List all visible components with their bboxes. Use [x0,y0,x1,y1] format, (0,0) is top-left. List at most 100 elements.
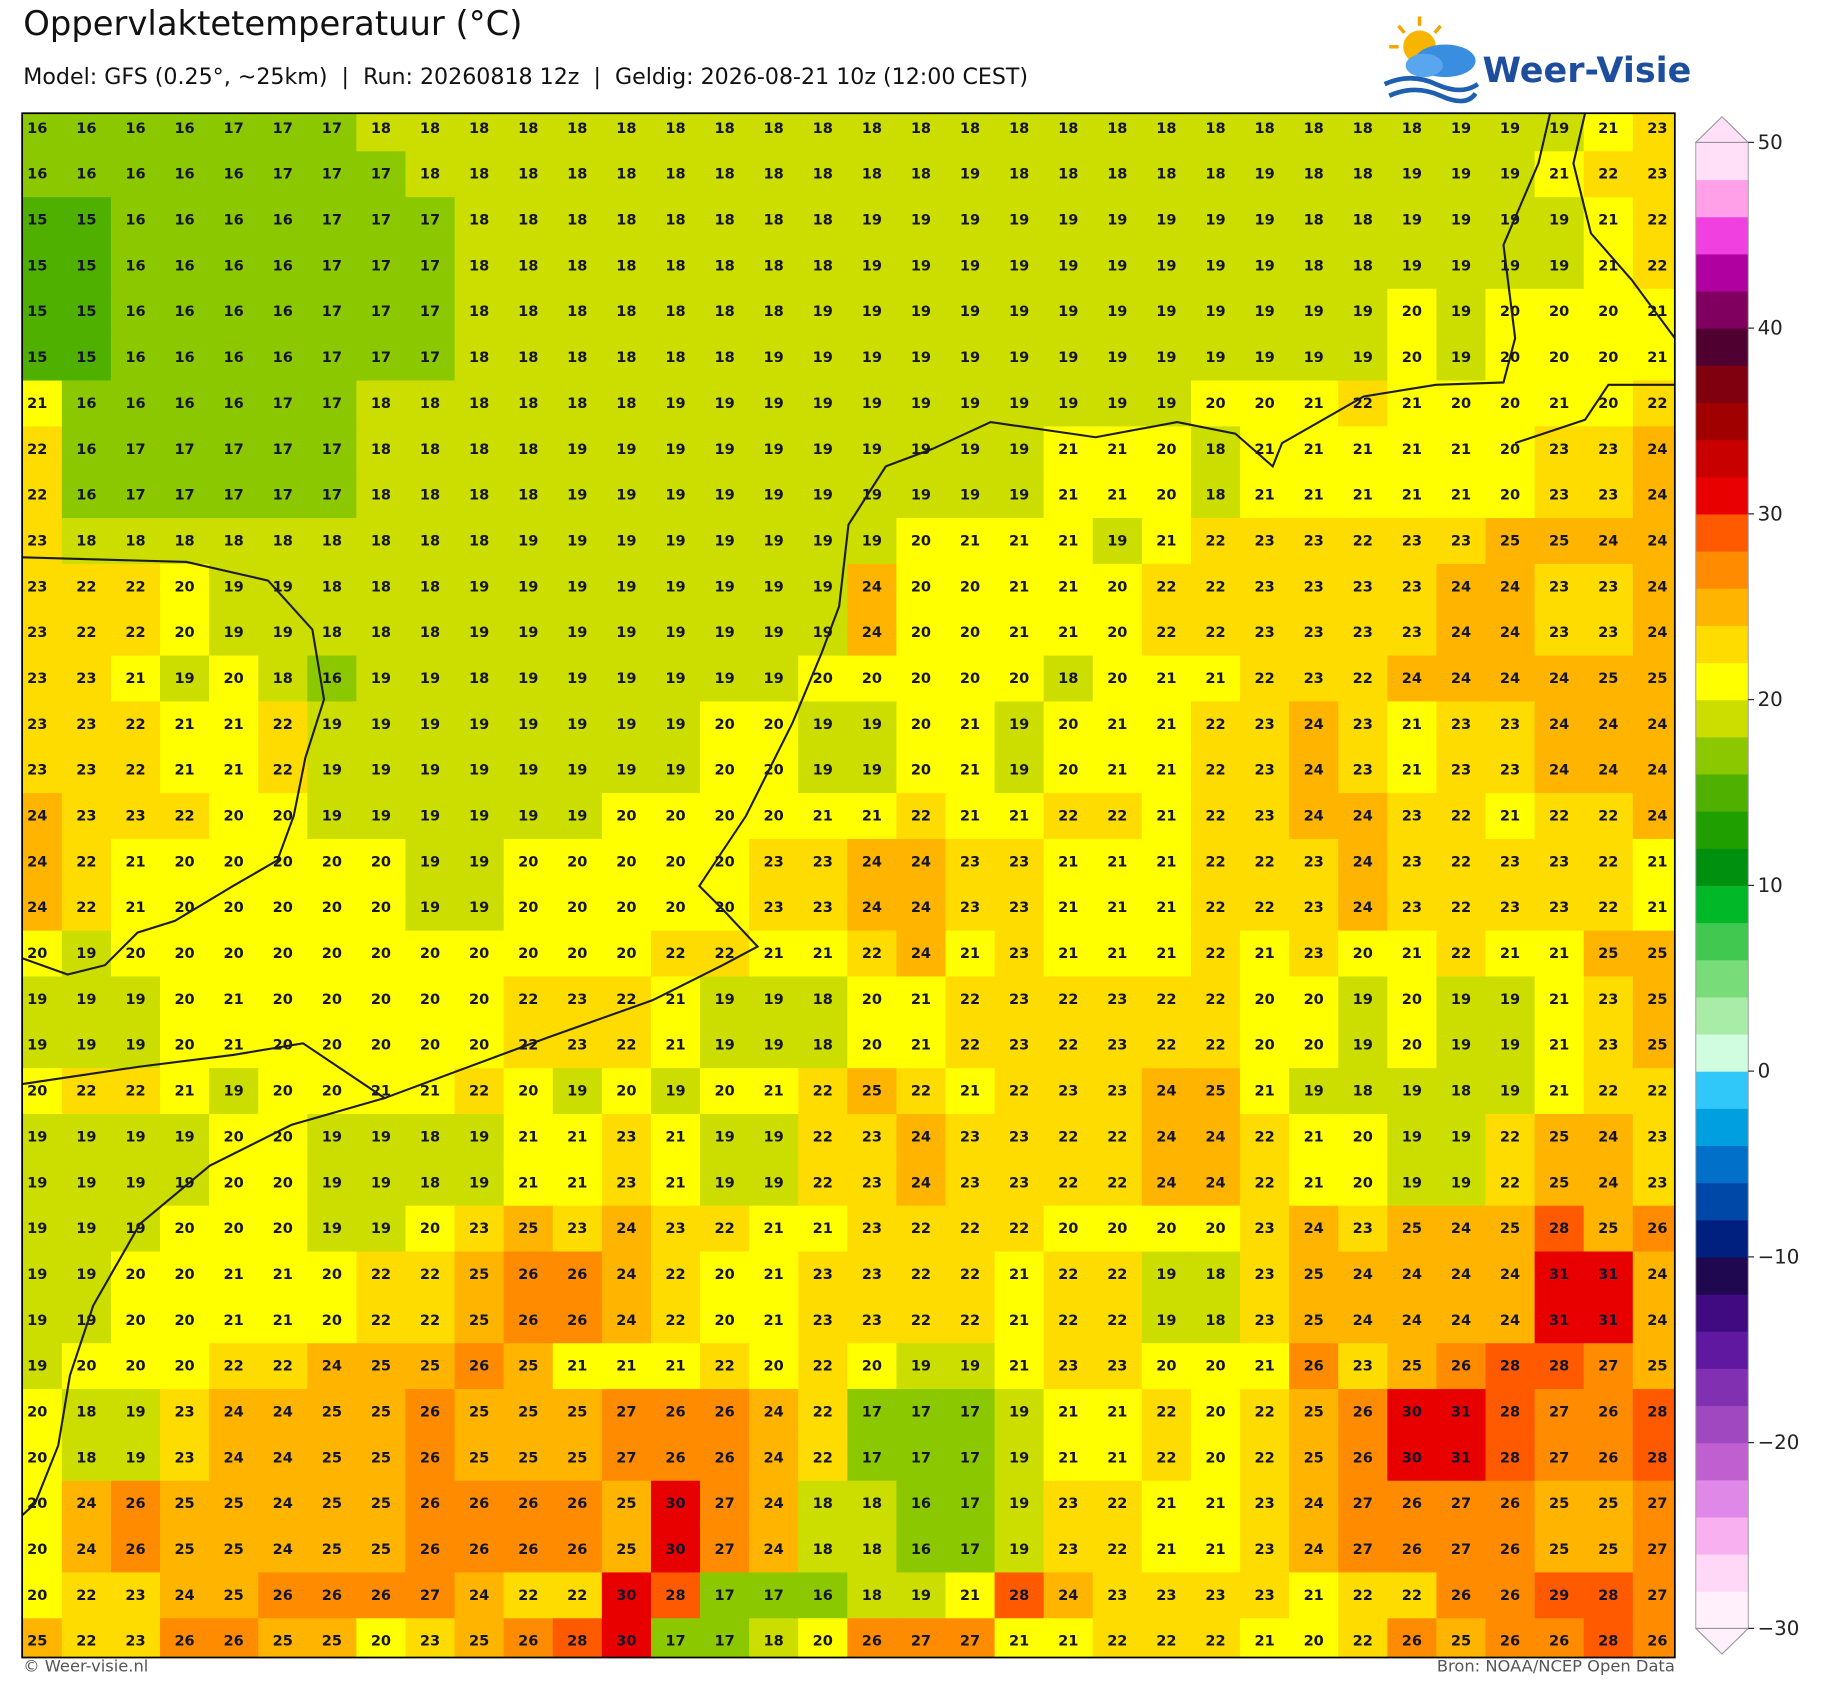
colorbar-swatch [1695,513,1749,552]
colorbar-swatch [1695,699,1749,738]
temperature-cell [356,380,407,428]
temperature-cell [1289,113,1339,153]
temperature-cell [700,1480,750,1528]
temperature-cell [1338,1480,1389,1528]
temperature-label: 18 [469,395,489,412]
temperature-label: 23 [27,578,47,595]
temperature-label: 20 [174,853,194,870]
temperature-label: 20 [911,532,931,549]
temperature-label: 20 [322,1037,342,1054]
temperature-label: 22 [1156,1403,1176,1420]
temperature-cell [994,426,1045,473]
temperature-cell [945,747,996,794]
temperature-cell [503,1572,554,1619]
temperature-cell [994,609,1045,657]
temperature-label: 24 [1304,1220,1324,1237]
temperature-cell [1240,426,1290,473]
temperature-label: 20 [1598,303,1618,320]
temperature-label: 24 [1647,1266,1667,1283]
temperature-label: 26 [1402,1541,1422,1558]
temperature-cell [1289,1389,1339,1436]
temperature-cell [503,113,554,153]
temperature-cell [1092,1343,1143,1390]
temperature-cell [1043,1114,1094,1161]
temperature-cell [307,426,358,473]
temperature-cell [110,197,161,244]
temperature-label: 20 [665,808,685,825]
temperature-label: 22 [1254,1449,1274,1466]
temperature-label: 20 [1304,1633,1324,1650]
temperature-cell [454,976,505,1024]
temperature-cell [22,563,63,611]
temperature-cell [110,609,161,657]
temperature-label: 22 [1353,532,1373,549]
temperature-cell [110,1434,161,1482]
temperature-cell [307,838,358,886]
temperature-cell [552,197,603,244]
temperature-label: 17 [273,395,293,412]
temperature-cell [160,426,210,473]
temperature-cell [700,113,750,153]
temperature-label: 20 [125,1312,145,1329]
temperature-label: 19 [76,1266,96,1283]
temperature-cell [356,1205,407,1253]
temperature-label: 19 [76,991,96,1008]
temperature-cell [503,1526,554,1574]
temperature-cell [503,151,554,198]
temperature-cell [1141,1159,1192,1207]
temperature-cell [749,930,799,978]
temperature-cell [258,701,309,748]
temperature-label: 20 [371,945,391,962]
temperature-cell [1632,1022,1675,1069]
temperature-cell [1190,1297,1241,1344]
temperature-cell [1338,609,1389,657]
temperature-cell [405,1480,456,1528]
temperature-label: 20 [1254,395,1274,412]
temperature-cell [1190,1572,1241,1619]
temperature-cell [1240,884,1290,932]
temperature-cell [1240,1297,1290,1344]
temperature-cell [1240,1572,1290,1619]
temperature-cell [1632,1618,1675,1658]
temperature-label: 19 [1451,257,1471,274]
temperature-label: 21 [911,991,931,1008]
temperature-label: 25 [371,1449,391,1466]
temperature-label: 19 [1205,257,1225,274]
temperature-label: 19 [27,1037,47,1054]
colorbar-swatch [1695,402,1749,441]
temperature-label: 22 [1205,945,1225,962]
temperature-label: 20 [174,624,194,641]
temperature-label: 19 [862,212,882,229]
temperature-label: 23 [1254,578,1274,595]
temperature-cell [1583,242,1634,290]
temperature-label: 20 [1549,349,1569,366]
temperature-label: 21 [1304,1128,1324,1145]
temperature-label: 22 [1107,1495,1127,1512]
temperature-cell [1190,1618,1241,1658]
temperature-label: 20 [714,762,734,779]
temperature-label: 19 [76,1312,96,1329]
temperature-label: 17 [714,1633,734,1650]
temperature-label: 23 [1549,899,1569,916]
temperature-cell [1190,1251,1241,1299]
temperature-cell [1436,1526,1487,1574]
temperature-cell [160,1434,210,1482]
temperature-cell [994,334,1045,382]
temperature-cell [1583,1343,1634,1390]
temperature-cell [650,1114,701,1161]
temperature-cell [601,747,652,794]
temperature-cell [700,1297,750,1344]
temperature-label: 20 [518,1083,538,1100]
temperature-cell [209,563,259,611]
temperature-label: 19 [1500,991,1520,1008]
temperature-label: 19 [125,1449,145,1466]
temperature-label: 19 [616,441,636,458]
temperature-cell [503,242,554,290]
temperature-label: 19 [322,1128,342,1145]
temperature-cell [749,1205,799,1253]
temperature-label: 22 [1156,991,1176,1008]
temperature-cell [1583,288,1634,336]
temperature-label: 17 [371,349,391,366]
temperature-cell [798,1114,849,1161]
temperature-cell [1534,609,1585,657]
